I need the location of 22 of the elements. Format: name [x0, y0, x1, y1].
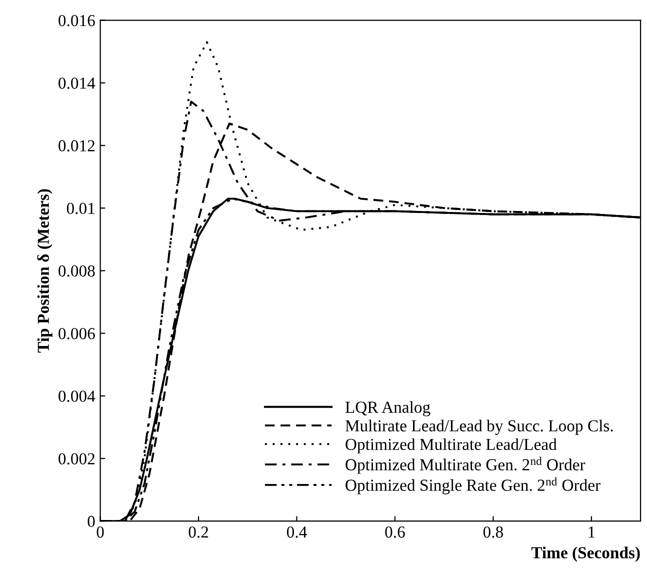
legend-label: Optimized Multirate Gen. 2$^{nd}$ Order [346, 456, 586, 474]
x-tick-label: 0.6 [385, 526, 405, 538]
x-tick-label: 0 [96, 526, 104, 538]
legend-label: Multirate Lead/Lead by Succ. Loop Cls. [345, 420, 613, 435]
y-tick-label: 0.008 [58, 265, 95, 277]
y-tick-label: 0.016 [58, 14, 95, 26]
y-tick-label: 0.014 [58, 78, 96, 89]
x-tick-label: 0.4 [286, 526, 307, 538]
x-tick-label: 1 [588, 526, 595, 538]
y-tick-label: 0.002 [58, 453, 95, 465]
legend-label: Optimized Single Rate Gen. 2$^{nd}$ Order [346, 477, 600, 494]
y-tick-label: 0.004 [58, 390, 96, 402]
y-tick-label: 0 [88, 516, 95, 528]
legend-label: Optimized Multirate Lead/Lead [346, 438, 557, 454]
x-axis-title: Time (Seconds) [531, 546, 640, 562]
x-tick-label: 0.8 [483, 526, 503, 538]
y-tick-label: 0.01 [66, 202, 94, 214]
y-tick-label: 0.006 [58, 328, 95, 340]
x-tick-label: 0.2 [188, 526, 208, 538]
y-axis-title: Tip Position δ (Meters) [37, 189, 52, 353]
y-tick-label: 0.012 [58, 140, 95, 152]
legend-label: LQR Analog [345, 401, 430, 416]
